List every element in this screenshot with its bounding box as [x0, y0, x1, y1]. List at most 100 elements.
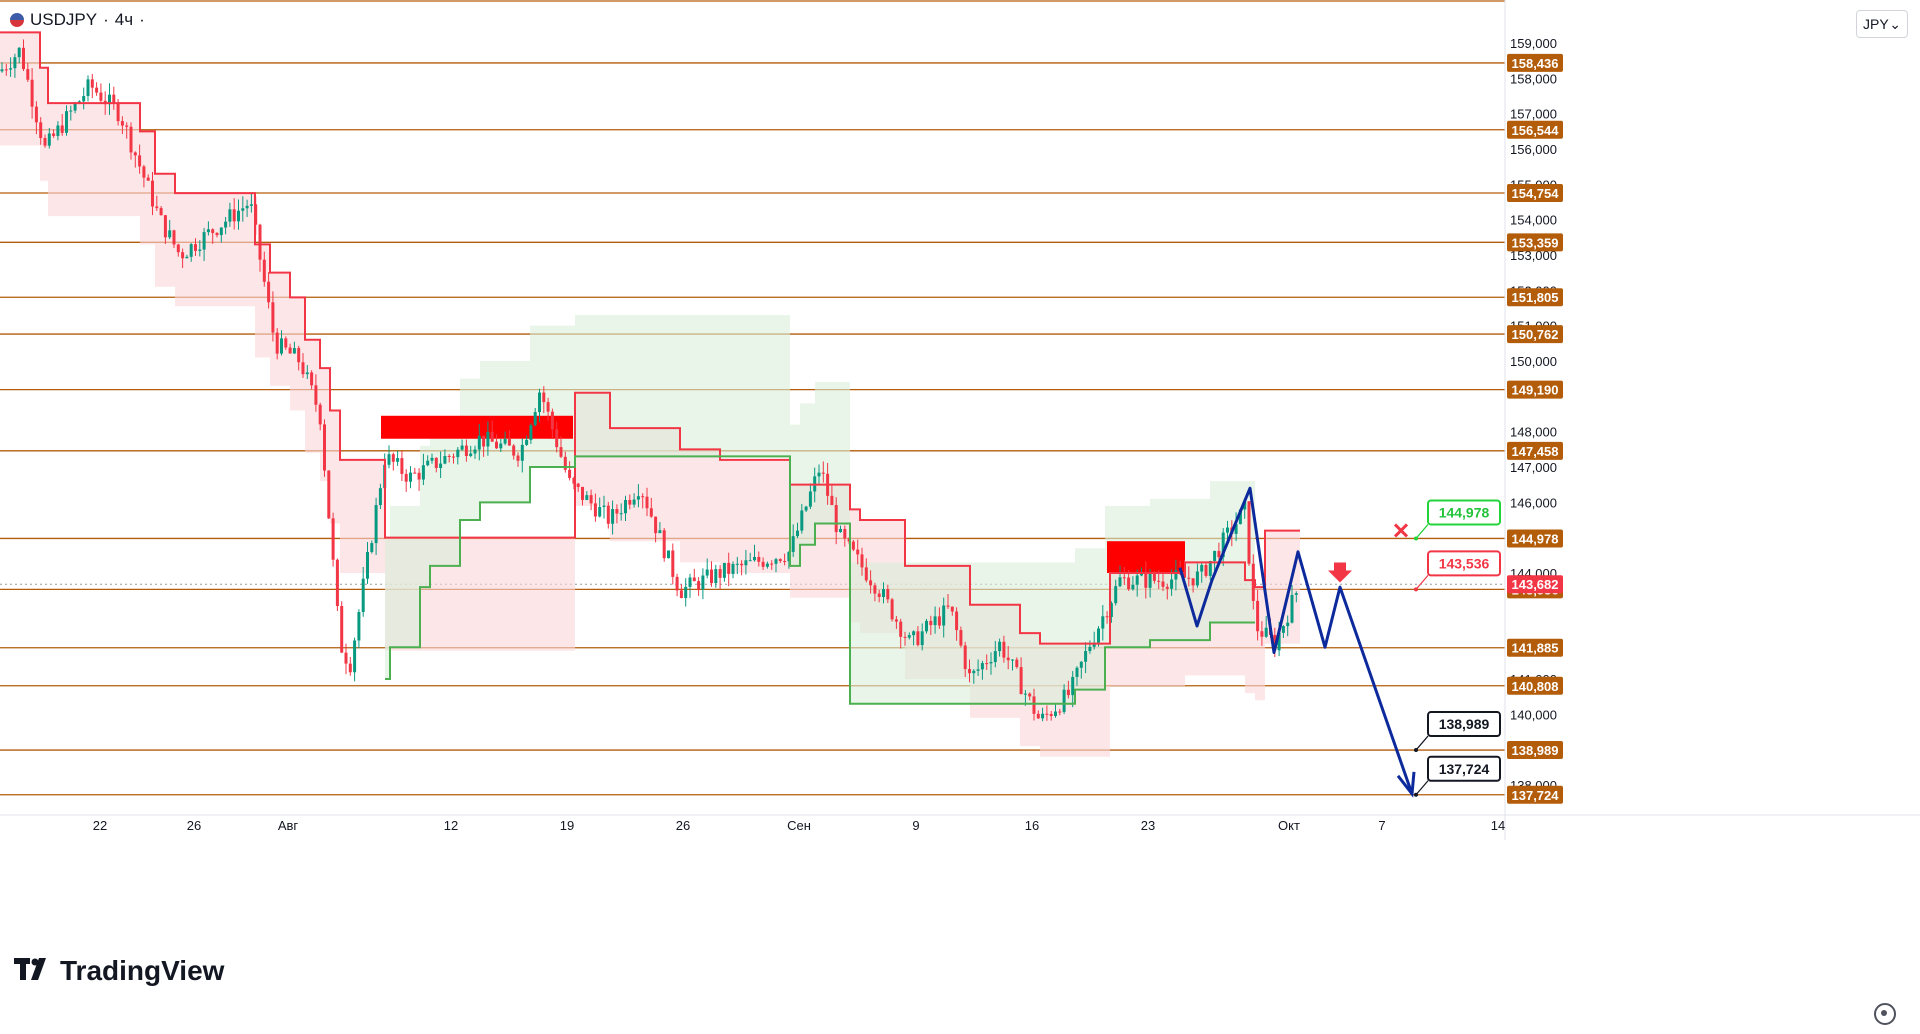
candle-body [1217, 550, 1221, 558]
resistance-fill-segment [270, 272, 290, 386]
candle-body [1028, 693, 1032, 697]
candle-body [456, 449, 460, 458]
candle-body [1161, 581, 1165, 587]
candle-body [1238, 509, 1242, 525]
candle-body [525, 439, 529, 445]
candle-body [43, 138, 47, 146]
candle-body [963, 645, 967, 670]
candle-body [817, 472, 821, 477]
price-level-label-bg [1507, 288, 1563, 307]
callout-box [1427, 711, 1501, 738]
candle-body [237, 210, 240, 222]
gear-icon[interactable] [1874, 1003, 1896, 1025]
candle-body [366, 551, 369, 579]
resistance-fill-segment [140, 131, 155, 245]
candle-body [60, 125, 64, 133]
candle-body [353, 640, 357, 673]
support-trend-line [385, 455, 1255, 705]
price-level-label-bg [1507, 676, 1563, 695]
projection-path [1178, 486, 1414, 795]
candle-body [512, 445, 516, 456]
candle-body [1140, 572, 1143, 576]
candle-body [641, 496, 645, 498]
candle-body [993, 651, 997, 663]
tradingview-logo[interactable]: TradingView [14, 955, 224, 987]
candle-body [413, 472, 417, 474]
price-level-label: 141,885 [1512, 641, 1559, 656]
price-tick-label: 156,000 [1510, 142, 1557, 157]
candle-body [937, 616, 941, 626]
price-tick-label: 150,000 [1510, 354, 1557, 369]
resistance-fill-segment [48, 103, 140, 217]
candle-body [391, 454, 395, 462]
candle-body [701, 575, 705, 590]
price-level-label-bg [1507, 785, 1563, 804]
candle-body [1152, 573, 1156, 581]
candle-body [1251, 563, 1255, 601]
candle-body [834, 505, 838, 533]
callout-leader-line [1415, 735, 1429, 751]
currency-select[interactable]: JPY ⌄ [1856, 10, 1908, 38]
candle-body [933, 616, 937, 626]
august-resistance-zone [381, 415, 573, 439]
support-fill-segment [1105, 505, 1150, 648]
candle-body [998, 641, 1002, 652]
price-level-label: 144,978 [1512, 531, 1559, 546]
time-tick-label: 23 [1141, 818, 1155, 833]
candle-body [112, 94, 116, 104]
candle-body [1183, 572, 1186, 578]
time-axis: 22 26 Авг 12 19 26 Сен 9 16 23 Окт 7 14 [0, 814, 1920, 833]
candle-body [374, 505, 378, 544]
resistance-fill-segment [1255, 587, 1265, 701]
candle-body [297, 348, 301, 363]
candle-body [1187, 577, 1191, 579]
candle-body [959, 630, 963, 646]
candle-body [753, 556, 756, 561]
candle-body [262, 259, 266, 282]
candle-body [1135, 575, 1139, 585]
candle-body [1006, 657, 1010, 661]
candle-body [688, 577, 692, 587]
price-level-label: 138,989 [1512, 743, 1559, 758]
candle-body [452, 456, 455, 458]
resistance-fill-segment [680, 449, 720, 563]
candle-body [22, 47, 25, 70]
candle-body [249, 204, 253, 206]
candle-body [323, 424, 326, 471]
candle-body [727, 562, 731, 574]
symbol-header[interactable]: USDJPY · 4ч · [10, 10, 145, 30]
price-level-label: 153,359 [1512, 235, 1559, 250]
candle-body [267, 281, 271, 303]
candle-body [168, 230, 172, 238]
tradingview-logo-text: TradingView [60, 955, 225, 986]
support-fill-segment [575, 315, 790, 457]
candles-layer [0, 39, 1298, 722]
candle-body [47, 133, 51, 146]
candle-body [598, 506, 602, 517]
candle-body [34, 106, 38, 123]
candle-body [280, 338, 283, 354]
candle-body [1084, 651, 1088, 662]
candle-body [224, 221, 228, 228]
candle-body [671, 550, 675, 577]
candle-body [581, 486, 584, 500]
candle-body [1088, 646, 1092, 652]
candle-body [985, 663, 989, 665]
candle-body [1165, 586, 1169, 589]
candle-body [843, 528, 847, 539]
current-price-label: 143,682 [1512, 577, 1559, 592]
candle-body [348, 663, 352, 673]
candle-body [503, 438, 507, 444]
candle-body [1054, 711, 1057, 717]
trend-fill-layer [0, 32, 1300, 757]
price-level-label-bg [1507, 638, 1563, 657]
cross-marker-icon [1393, 523, 1409, 538]
candle-body [176, 244, 180, 253]
candle-body [202, 232, 206, 250]
candle-body [714, 569, 718, 584]
time-tick-label: 14 [1491, 818, 1505, 833]
candle-body [710, 569, 713, 584]
candle-body [1041, 713, 1045, 719]
